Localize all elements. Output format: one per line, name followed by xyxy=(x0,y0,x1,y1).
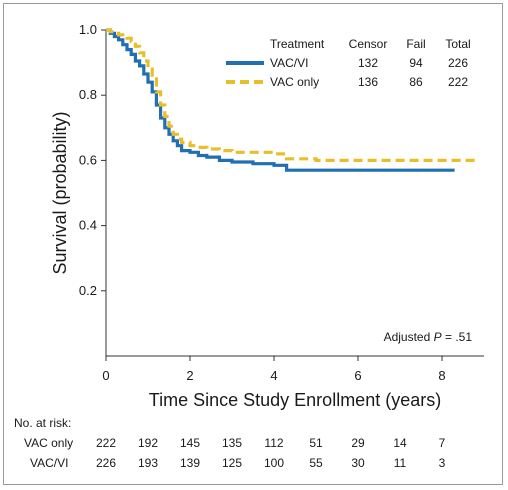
legend-row-vac-vi-name: VAC/VI xyxy=(270,56,308,70)
y-ticks: 0.2 0.4 0.6 0.8 1.0 xyxy=(79,22,106,298)
risk-count: 3 xyxy=(438,456,446,470)
figure-frame xyxy=(3,3,503,485)
legend-header-censor: Censor xyxy=(349,37,388,51)
legend-header-fail: Fail xyxy=(406,37,425,51)
legend: Treatment Censor Fail Total VAC/VI 132 9… xyxy=(226,37,471,89)
risk-table-title: No. at risk: xyxy=(14,416,72,430)
p-value-prefix: Adjusted xyxy=(384,330,434,344)
risk-count: 145 xyxy=(179,436,201,450)
p-value-suffix: = .51 xyxy=(442,330,473,344)
x-tick-label: 8 xyxy=(438,368,445,383)
risk-count: 192 xyxy=(137,436,159,450)
y-tick-label: 0.6 xyxy=(79,152,97,167)
risk-count: 125 xyxy=(221,456,243,470)
x-tick-label: 2 xyxy=(186,368,193,383)
survival-curves xyxy=(106,28,476,172)
legend-header-total: Total xyxy=(445,37,470,51)
legend-row-vac-only-total: 222 xyxy=(448,75,468,89)
risk-count: 11 xyxy=(393,456,407,470)
y-tick-label: 1.0 xyxy=(79,22,97,37)
risk-count: 139 xyxy=(179,456,201,470)
legend-header-treatment: Treatment xyxy=(270,37,325,51)
risk-count: 7 xyxy=(438,436,446,450)
x-tick-label: 0 xyxy=(102,368,109,383)
p-value-annotation: Adjusted P = .51 xyxy=(384,330,473,344)
legend-row-vac-vi-fail: 94 xyxy=(409,56,423,70)
risk-count: 193 xyxy=(137,456,159,470)
legend-row-vac-vi-total: 226 xyxy=(448,56,468,70)
risk-row-label-vac-vi: VAC/VI xyxy=(30,456,69,470)
series-line-vac-vi xyxy=(106,28,455,172)
risk-count: 51 xyxy=(309,436,323,450)
risk-count: 112 xyxy=(264,436,284,450)
y-axis-label: Survival (probability) xyxy=(50,111,70,274)
risk-count: 30 xyxy=(351,456,365,470)
risk-count: 226 xyxy=(95,456,117,470)
risk-count: 222 xyxy=(95,436,117,450)
axes xyxy=(105,30,484,357)
legend-row-vac-only-fail: 86 xyxy=(409,75,423,89)
x-tick-label: 6 xyxy=(354,368,361,383)
risk-row-label-vac-only: VAC only xyxy=(24,436,74,450)
risk-count: 29 xyxy=(351,436,365,450)
y-tick-label: 0.8 xyxy=(79,87,97,102)
x-axis-label: Time Since Study Enrollment (years) xyxy=(149,390,441,410)
legend-row-vac-only-name: VAC only xyxy=(270,75,319,89)
survival-chart: 0.2 0.4 0.6 0.8 1.0 0 2 4 6 8 Survival (probabil… xyxy=(50,22,484,410)
risk-count: 14 xyxy=(393,436,407,450)
legend-row-vac-vi-censor: 132 xyxy=(358,56,378,70)
y-tick-label: 0.4 xyxy=(79,218,97,233)
risk-count: 135 xyxy=(221,436,243,450)
legend-row-vac-only-censor: 136 xyxy=(358,75,378,89)
series-line-vac-only xyxy=(106,28,476,162)
p-value-symbol: P xyxy=(434,330,442,344)
risk-count: 55 xyxy=(309,456,323,470)
x-ticks: 0 2 4 6 8 xyxy=(102,356,446,383)
y-tick-label: 0.2 xyxy=(79,283,97,298)
x-tick-label: 4 xyxy=(270,368,277,383)
risk-count: 100 xyxy=(263,456,285,470)
